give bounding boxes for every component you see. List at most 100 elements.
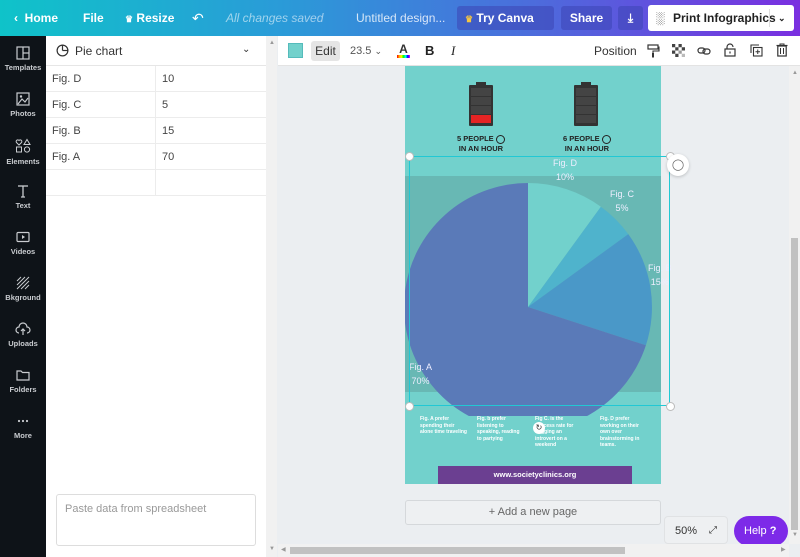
transparency-icon[interactable] [672,44,685,57]
sidebar-item-videos[interactable]: Videos [0,224,46,270]
website-banner: www.societyclinics.org [438,466,632,484]
resize-handle[interactable] [405,402,414,411]
top-bar: ‹ Home File ♛ Resize ↶ All changes saved… [0,0,800,50]
pie-slice-fig-d [528,183,601,307]
download-icon: ⤓ [627,11,634,25]
edit-button[interactable]: Edit [311,41,340,61]
sidebar-item-elements[interactable]: Elements [0,132,46,178]
chevron-down-icon: ⌄ [242,44,251,55]
resize-handle[interactable] [666,402,675,411]
download-button[interactable]: ⤓ [618,6,643,30]
sidebar-item-folders[interactable]: Folders [0,362,46,408]
folders-icon [16,370,30,381]
sidebar-item-text[interactable]: Text [0,178,46,224]
caption-fig-d: Fig. D prefer working on their own over … [600,416,640,448]
label-cell[interactable]: Fig. B [52,125,81,137]
crown-icon: ♛ [125,14,134,24]
more-icon [17,419,29,423]
sidebar-item-photos[interactable]: Photos [0,86,46,132]
panel-scrollbar[interactable]: ▲ ▼ [266,36,277,557]
font-size-dropdown[interactable]: 23.5 ⌄ [350,45,383,57]
templates-icon [16,46,30,60]
pie-slice-fig-a [405,183,646,416]
color-swatch[interactable] [288,43,303,58]
home-button[interactable]: ‹ Home [14,11,59,25]
selection-box [409,156,670,406]
resize-button[interactable]: ♛ Resize [125,11,175,25]
chevron-down-icon[interactable]: ⌄ [778,13,786,23]
comment-add-icon[interactable]: ◯ [667,154,689,176]
sidebar-item-templates[interactable]: Templates [0,40,46,86]
table-row: Fig. B 15 [46,118,266,144]
label-fig-a: Fig. A 70% [409,362,433,386]
stat-low: 5 PEOPLE IN AN HOUR [457,134,505,153]
link-icon[interactable] [697,45,711,57]
clock-icon [495,134,505,144]
question-icon: ? [769,525,777,537]
battery-empty-icon [574,82,598,126]
zoom-control[interactable]: 50% ⤢ [664,516,728,544]
table-row: Fig. D 10 [46,66,266,92]
background-icon [16,276,30,290]
expand-icon[interactable]: ⤢ [709,525,717,536]
pie-slice-fig-b [528,234,652,346]
bold-button[interactable]: B [425,43,435,58]
chart-data-panel: Pie chart ⌄ Fig. D 10 Fig. C 5 Fig. B 15 Fi… [46,36,266,557]
crown-icon: ♛ [465,14,474,24]
infographic-page[interactable]: 5 PEOPLE IN AN HOUR 6 PEOPLE IN AN HOUR … [405,66,672,484]
chevron-down-icon: ⌄ [374,46,383,56]
table-row: Fig. C 5 [46,92,266,118]
pie-chart[interactable] [405,156,661,416]
print-infographics-button[interactable]: ░ Print Infographics ⌄ [648,5,794,31]
label-cell[interactable]: Fig. C [52,99,82,111]
vertical-scrollbar[interactable]: ▲ ▼ [789,66,800,544]
paste-data-textarea[interactable]: Paste data from spreadsheet [56,494,256,546]
value-cell[interactable]: 70 [162,151,175,163]
text-icon [18,185,28,198]
undo-icon[interactable]: ↶ [192,10,204,26]
lock-icon[interactable] [724,43,736,57]
sidebar-item-background[interactable]: Bkground [0,270,46,316]
uploads-icon [15,322,31,335]
label-fig-b: Fig. B 15% [648,263,672,287]
sidebar-item-more[interactable]: More [0,408,46,454]
add-page-button[interactable]: + Add a new page [405,500,661,525]
label-fig-c: Fig. C 5% [610,189,635,213]
try-canva-pro-button[interactable]: ♛ Try Canva Pro [457,6,554,50]
trash-icon[interactable] [776,43,788,57]
battery-low-icon [469,82,493,126]
stat-empty: 6 PEOPLE IN AN HOUR [563,134,611,153]
file-menu[interactable]: File [83,11,104,25]
caption-fig-a: Fig. A prefer spending their alone time … [420,416,467,435]
sidebar-item-uploads[interactable]: Uploads [0,316,46,362]
save-status: All changes saved [226,11,324,25]
share-button[interactable]: Share [561,6,612,30]
duplicate-icon[interactable] [750,44,763,57]
rotate-icon[interactable]: ↻ [533,422,545,434]
element-toolbar: Edit 23.5 ⌄ A B I Position [278,36,800,66]
editor-canvas[interactable]: 5 PEOPLE IN AN HOUR 6 PEOPLE IN AN HOUR … [278,66,789,544]
italic-button[interactable]: I [451,43,456,58]
value-cell[interactable]: 15 [162,125,175,137]
chart-type-dropdown[interactable]: Pie chart ⌄ [46,36,266,66]
bar-chart-icon: ░ [656,11,665,25]
position-button[interactable]: Position [594,44,637,58]
color-bar-icon [397,55,410,58]
value-cell[interactable]: 5 [162,99,169,111]
resize-handle[interactable] [405,152,414,161]
paint-roller-icon[interactable] [647,44,660,58]
elements-icon [15,138,31,153]
table-row [46,170,266,196]
label-fig-d: Fig. D 10% [553,158,578,182]
value-cell[interactable]: 10 [162,73,175,85]
text-color-button[interactable]: A [397,42,410,58]
caption-fig-b: Fig. b prefer listening to speaking, rea… [477,416,520,442]
label-cell[interactable]: Fig. A [52,151,81,163]
label-cell[interactable]: Fig. D [52,73,82,85]
pie-slice-fig-c [528,206,629,307]
help-button[interactable]: Help ? [734,516,788,544]
document-title[interactable]: Untitled design... [356,11,446,25]
photos-icon [16,92,30,106]
horizontal-scrollbar[interactable]: ◀ ▶ [278,544,789,557]
caption-fig-c: Fig C. is the success rate for bugging a… [535,416,574,448]
